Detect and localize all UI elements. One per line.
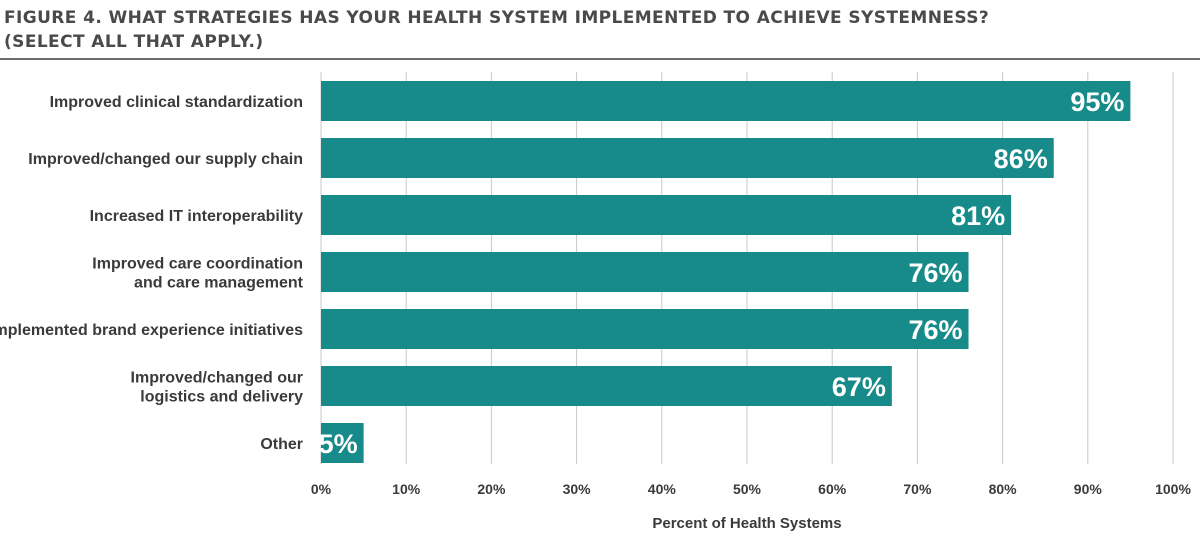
- x-tick-label-80: 80%: [989, 481, 1018, 497]
- x-tick-label-60: 60%: [818, 481, 847, 497]
- title-divider: [0, 58, 1200, 60]
- x-axis-title: Percent of Health Systems: [652, 515, 841, 532]
- category-label-4-line-1: Improved care coordination: [92, 256, 303, 273]
- category-label-4-line-2: and care management: [134, 275, 304, 292]
- category-label-3: Increased IT interoperability: [90, 208, 304, 225]
- bar-7: [321, 423, 364, 463]
- category-label-6-line-2: logistics and delivery: [140, 389, 303, 406]
- bar-value-label-1: 95%: [1070, 87, 1124, 117]
- bar-value-label-5: 76%: [908, 315, 962, 345]
- figure-subtitle: (SELECT ALL THAT APPLY.): [4, 32, 264, 52]
- bar-1: [321, 81, 1131, 121]
- bar-3: [321, 195, 1012, 235]
- category-label-7: Other: [260, 436, 303, 453]
- figure-title-block: FIGURE 4. WHAT STRATEGIES HAS YOUR HEALT…: [4, 6, 1194, 54]
- bar-2: [321, 138, 1054, 178]
- category-label-5: Implemented brand experience initiatives: [0, 322, 303, 339]
- category-label-6-line-1: Improved/changed our: [131, 370, 303, 387]
- bar-4: [321, 252, 969, 292]
- x-tick-label-50: 50%: [733, 481, 762, 497]
- x-tick-label-100: 100%: [1155, 481, 1191, 497]
- x-tick-label-20: 20%: [477, 481, 506, 497]
- x-tick-label-10: 10%: [392, 481, 421, 497]
- x-tick-label-0: 0%: [311, 481, 332, 497]
- bar-value-label-6: 67%: [832, 372, 886, 402]
- x-tick-label-30: 30%: [563, 481, 592, 497]
- bar-value-label-3: 81%: [951, 201, 1005, 231]
- x-tick-label-70: 70%: [903, 481, 932, 497]
- bar-6: [321, 366, 892, 406]
- x-tick-label-40: 40%: [648, 481, 677, 497]
- x-tick-label-90: 90%: [1074, 481, 1103, 497]
- category-label-1: Improved clinical standardization: [50, 94, 303, 111]
- bar-5: [321, 309, 969, 349]
- bar-value-label-2: 86%: [994, 144, 1048, 174]
- bar-value-label-4: 76%: [908, 258, 962, 288]
- category-label-2: Improved/changed our supply chain: [28, 151, 303, 168]
- bar-value-label-7: 5%: [319, 429, 358, 459]
- figure-title: FIGURE 4. WHAT STRATEGIES HAS YOUR HEALT…: [4, 8, 990, 28]
